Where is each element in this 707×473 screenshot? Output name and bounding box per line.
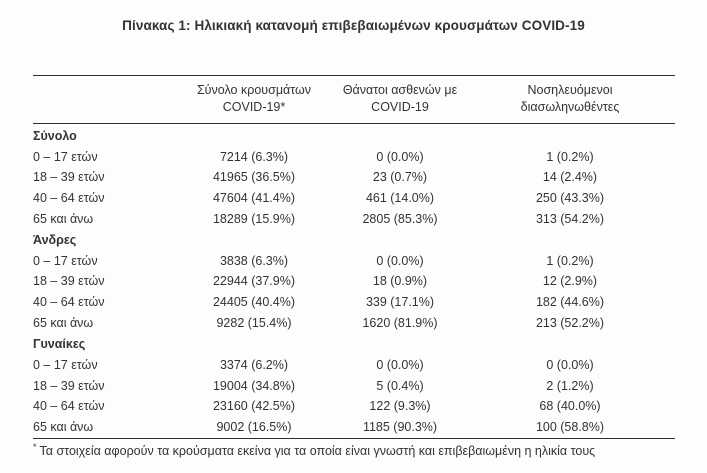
age-cell: 65 και άνω bbox=[33, 212, 94, 226]
intubated-cell: 14 (2.4%) bbox=[542, 170, 598, 185]
age-cell: 65 και άνω bbox=[33, 420, 94, 435]
age-cell: 40 – 64 ετών bbox=[33, 191, 105, 206]
table-row: 18 – 39 ετών 41965 (36.5%) 23 (0.7%) 14 (2.… bbox=[33, 168, 675, 189]
age-cell: 40 – 64 ετών bbox=[33, 295, 105, 310]
table-row: 0 – 17 ετών 3838 (6.3%) 0 (0.0%) 1 (0.2%) bbox=[33, 251, 675, 272]
group-label: Άνδρες bbox=[33, 232, 77, 247]
cases-cell: 22944 (37.9%) bbox=[212, 274, 295, 289]
group-header-row: Σύνολο bbox=[33, 123, 675, 147]
deaths-cell: 0 (0.0%) bbox=[376, 149, 424, 164]
column-header-cases: Σύνολο κρουσμάτων COVID-19* bbox=[173, 76, 335, 124]
table-body: Σύνολο 0 – 17 ετών 7214 (6.3%) 0 (0.0%) 1 (0… bbox=[33, 123, 675, 439]
page: Πίνακας 1: Ηλικιακή κατανομή επιβεβαιωμέ… bbox=[0, 18, 707, 473]
table-row: 65 και άνω 9002 (16.5%) 1185 (90.3%) 100 (5… bbox=[33, 418, 675, 439]
intubated-cell: 100 (58.8%) bbox=[535, 420, 605, 435]
table-row: 40 – 64 ετών 47604 (41.4%) 461 (14.0%) 250 … bbox=[33, 189, 675, 210]
header-row: Σύνολο κρουσμάτων COVID-19* Θάνατοι ασθε… bbox=[33, 75, 675, 124]
table-row: 18 – 39 ετών 22944 (37.9%) 18 (0.9%) 12 (2.… bbox=[33, 272, 675, 293]
column-header-intubated-line1: Νοσηλευόμενοι bbox=[527, 83, 613, 97]
intubated-cell: 1 (0.2%) bbox=[546, 149, 594, 164]
age-cell: 0 – 17 ετών bbox=[33, 253, 98, 268]
intubated-cell: 1 (0.2%) bbox=[546, 253, 594, 268]
cases-cell: 9282 (15.4%) bbox=[216, 316, 292, 331]
empty-header-cell bbox=[33, 76, 173, 124]
intubated-cell: 182 (44.6%) bbox=[535, 295, 605, 310]
table-title: Πίνακας 1: Ηλικιακή κατανομή επιβεβαιωμέ… bbox=[122, 18, 585, 33]
covid-age-distribution-table: Σύνολο κρουσμάτων COVID-19* Θάνατοι ασθε… bbox=[33, 75, 675, 439]
table-row: 0 – 17 ετών 7214 (6.3%) 0 (0.0%) 1 (0.2%) bbox=[33, 147, 675, 168]
intubated-cell: 2 (1.2%) bbox=[546, 378, 594, 393]
intubated-cell: 12 (2.9%) bbox=[542, 274, 598, 289]
column-header-cases-line2: COVID-19* bbox=[222, 99, 286, 114]
cases-cell: 3374 (6.2%) bbox=[219, 357, 289, 372]
column-header-intubated: Νοσηλευόμενοι διασωληνωθέντες bbox=[465, 76, 675, 124]
deaths-cell: 1620 (81.9%) bbox=[362, 316, 438, 331]
cases-cell: 41965 (36.5%) bbox=[212, 170, 295, 185]
intubated-cell: 313 (54.2%) bbox=[535, 212, 605, 226]
group-label: Γυναίκες bbox=[33, 336, 86, 351]
cases-cell: 7214 (6.3%) bbox=[219, 149, 289, 164]
deaths-cell: 18 (0.9%) bbox=[372, 274, 428, 289]
column-header-intubated-line2: διασωληνωθέντες bbox=[520, 99, 620, 114]
age-cell: 18 – 39 ετών bbox=[33, 378, 105, 393]
column-header-deaths-line1: Θάνατοι ασθενών με bbox=[342, 83, 458, 97]
intubated-cell: 0 (0.0%) bbox=[546, 357, 594, 372]
table-row: 65 και άνω 9282 (15.4%) 1620 (81.9%) 213 (5… bbox=[33, 313, 675, 334]
table-container: Σύνολο κρουσμάτων COVID-19* Θάνατοι ασθε… bbox=[33, 75, 675, 439]
table-row: 0 – 17 ετών 3374 (6.2%) 0 (0.0%) 0 (0.0%) bbox=[33, 355, 675, 376]
footnote: * Τα στοιχεία αφορούν τα κρούσματα εκείνα… bbox=[33, 442, 595, 458]
age-cell: 0 – 17 ετών bbox=[33, 357, 98, 372]
column-header-deaths-line2: COVID-19 bbox=[371, 99, 429, 114]
age-cell: 40 – 64 ετών bbox=[33, 399, 105, 414]
cases-cell: 23160 (42.5%) bbox=[212, 399, 295, 414]
age-cell: 18 – 39 ετών bbox=[33, 274, 105, 289]
cases-cell: 24405 (40.4%) bbox=[212, 295, 295, 310]
intubated-cell: 213 (52.2%) bbox=[535, 316, 605, 331]
table-row: 65 και άνω 18289 (15.9%) 2805 (85.3%) 313 (… bbox=[33, 209, 675, 230]
age-cell: 65 και άνω bbox=[33, 316, 94, 331]
age-cell: 18 – 39 ετών bbox=[33, 170, 105, 185]
deaths-cell: 23 (0.7%) bbox=[372, 170, 428, 185]
deaths-cell: 1185 (90.3%) bbox=[362, 420, 438, 435]
cases-cell: 47604 (41.4%) bbox=[212, 191, 295, 206]
cases-cell: 3838 (6.3%) bbox=[219, 253, 289, 268]
age-cell: 0 – 17 ετών bbox=[33, 149, 98, 164]
column-header-deaths: Θάνατοι ασθενών με COVID-19 bbox=[335, 76, 465, 124]
deaths-cell: 461 (14.0%) bbox=[365, 191, 435, 206]
table-row: 18 – 39 ετών 19004 (34.8%) 5 (0.4%) 2 (1.2%… bbox=[33, 376, 675, 397]
group-label: Σύνολο bbox=[33, 128, 77, 143]
table-row: 40 – 64 ετών 24405 (40.4%) 339 (17.1%) 182 … bbox=[33, 293, 675, 314]
intubated-cell: 250 (43.3%) bbox=[535, 191, 605, 206]
cases-cell: 18289 (15.9%) bbox=[212, 212, 295, 226]
intubated-cell: 68 (40.0%) bbox=[539, 399, 601, 414]
deaths-cell: 122 (9.3%) bbox=[369, 399, 431, 414]
table-row: 40 – 64 ετών 23160 (42.5%) 122 (9.3%) 68 (4… bbox=[33, 397, 675, 418]
group-header-row: Γυναίκες bbox=[33, 334, 675, 355]
deaths-cell: 5 (0.4%) bbox=[376, 378, 424, 393]
footnote-marker: * bbox=[33, 442, 37, 452]
footnote-text: Τα στοιχεία αφορούν τα κρούσματα εκείνα … bbox=[39, 444, 596, 459]
group-header-row: Άνδρες bbox=[33, 230, 675, 251]
column-header-cases-line1: Σύνολο κρουσμάτων bbox=[196, 83, 312, 97]
deaths-cell: 0 (0.0%) bbox=[376, 357, 424, 372]
cases-cell: 19004 (34.8%) bbox=[212, 378, 295, 393]
deaths-cell: 2805 (85.3%) bbox=[362, 212, 438, 226]
deaths-cell: 339 (17.1%) bbox=[365, 295, 435, 310]
cases-cell: 9002 (16.5%) bbox=[216, 420, 292, 435]
table-header: Σύνολο κρουσμάτων COVID-19* Θάνατοι ασθε… bbox=[33, 75, 675, 124]
deaths-cell: 0 (0.0%) bbox=[376, 253, 424, 268]
